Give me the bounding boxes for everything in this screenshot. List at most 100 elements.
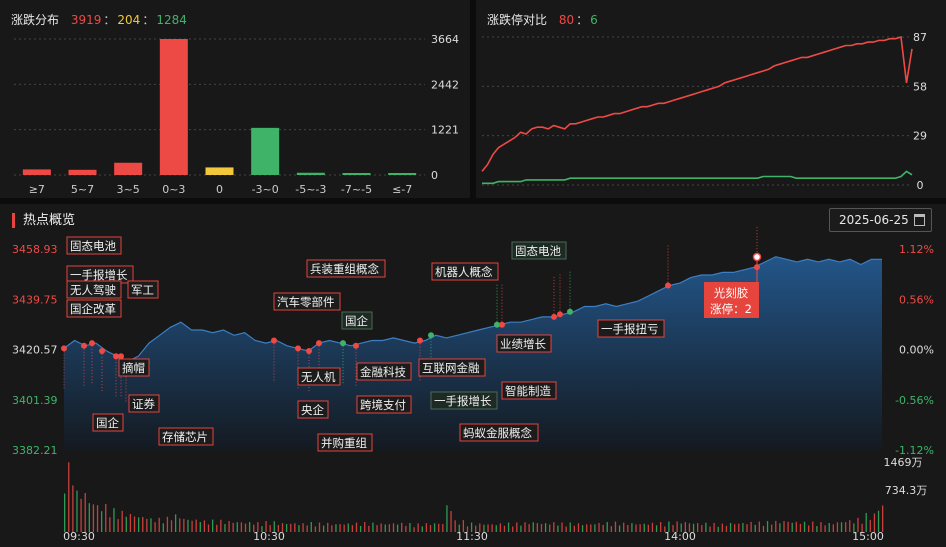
hotspot-tag: [356, 362, 412, 381]
volume-bar: [306, 525, 308, 532]
vol-tick-label: 1469万: [884, 456, 923, 469]
volume-bar: [828, 522, 830, 532]
tag-marker: [665, 282, 671, 289]
volume-bar: [836, 522, 839, 532]
volume-bar: [655, 525, 658, 532]
volume-bar: [339, 524, 341, 532]
volume-bar: [877, 510, 880, 532]
volume-bar: [532, 522, 534, 532]
limit-down-line: [482, 170, 913, 185]
volume-bar: [697, 523, 699, 532]
volume-bar: [117, 519, 119, 532]
volume-bar: [368, 525, 370, 532]
volume-bar: [729, 523, 732, 532]
hotspot-tag-label: 一手报增长: [434, 394, 492, 408]
x-tick-label: 5~7: [71, 183, 94, 196]
volume-bar: [754, 524, 756, 532]
volume-bar: [557, 525, 559, 532]
volume-bar: [647, 524, 649, 532]
left-tick-label: 3420.57: [12, 344, 58, 357]
right-tick-label: -0.56%: [895, 394, 934, 407]
volume-bar: [742, 522, 744, 532]
volume-bar: [594, 524, 596, 532]
volume-bar: [635, 524, 637, 532]
volume-bar: [158, 517, 160, 532]
date-value: 2025-06-25: [839, 213, 909, 227]
volume-bar: [438, 523, 440, 532]
tag-marker: [428, 332, 434, 339]
volume-bar: [845, 522, 847, 532]
hotspot-tag-label: 互联网金融: [422, 361, 480, 375]
tag-marker: [118, 353, 124, 360]
tag-marker: [295, 345, 301, 352]
volume-bar: [491, 524, 493, 532]
x-tick-label: -3~0: [252, 183, 279, 196]
volume-bar: [207, 524, 210, 532]
volume-bar: [343, 524, 345, 532]
sep: ：: [576, 13, 589, 27]
calendar-icon[interactable]: [914, 214, 925, 226]
volume-bar: [113, 508, 115, 532]
volume-bar: [676, 521, 678, 532]
volume-bar: [409, 522, 411, 532]
volume-bar: [417, 523, 419, 532]
volume-bar: [470, 522, 473, 532]
volume-bar: [487, 524, 489, 532]
tag-marker: [353, 342, 359, 349]
hotspot-tag-label: 金融科技: [360, 365, 406, 379]
volume-bar: [631, 523, 633, 532]
up-count: 3919: [70, 13, 102, 27]
volume-bar: [72, 485, 74, 532]
volume-bar: [228, 521, 230, 532]
x-tick-label: ≥7: [29, 183, 45, 196]
volume-bar: [290, 523, 292, 532]
volume-bar: [524, 522, 526, 532]
tag-marker: [271, 337, 277, 344]
bar: [22, 169, 51, 175]
tag-marker: [316, 340, 322, 347]
volume-bar: [779, 523, 781, 532]
hotspot-tag-label: 兵装重组概念: [310, 262, 379, 276]
x-tick-label: 15:00: [852, 530, 884, 543]
volume-bar: [84, 493, 86, 532]
volume-bar: [257, 522, 259, 532]
hot-title: 热点概览: [12, 213, 75, 228]
volume-bar: [840, 522, 843, 532]
volume-bar: [216, 524, 218, 532]
volume-bar: [150, 518, 152, 532]
volume-bar: [236, 522, 238, 532]
volume-bar: [253, 524, 255, 532]
volume-bar: [88, 503, 90, 532]
volume-bar: [824, 525, 826, 532]
y-tick-label: 29: [913, 130, 927, 143]
volume-bar: [265, 521, 267, 532]
date-picker[interactable]: 2025-06-25: [829, 208, 932, 232]
right-tick-label: 0.00%: [899, 344, 934, 357]
hotspot-tag: [431, 262, 499, 281]
hotspot-tag: [597, 319, 665, 338]
volume-bar: [64, 493, 66, 532]
right-tick-label: -1.12%: [895, 444, 934, 457]
x-tick-label: ≤-7: [392, 183, 412, 196]
volume-bar: [602, 524, 604, 532]
volume-bar: [791, 522, 793, 532]
volume-bar: [849, 520, 851, 532]
volume-bar: [861, 523, 863, 532]
volume-bar: [643, 523, 645, 532]
distribution-title: 涨跌分布 3919： 204： 1284: [9, 11, 187, 28]
sep: ：: [142, 13, 155, 27]
volume-bar: [627, 525, 629, 532]
hotspot-tag-label: 跨境支付: [360, 398, 406, 412]
y-tick-label: 0: [917, 179, 924, 192]
volume-bar: [429, 525, 432, 532]
volume-bar: [133, 516, 136, 532]
volume-bar: [446, 505, 448, 532]
x-tick-label: 3~5: [117, 183, 140, 196]
left-tick-label: 3439.75: [12, 293, 58, 306]
volume-bar: [298, 525, 300, 532]
bar: [296, 172, 325, 175]
volume-bar: [269, 525, 271, 532]
volume-bar: [775, 520, 777, 532]
hotspot-tag-label: 智能制造: [505, 384, 551, 398]
hotspot-tag: [127, 280, 159, 299]
